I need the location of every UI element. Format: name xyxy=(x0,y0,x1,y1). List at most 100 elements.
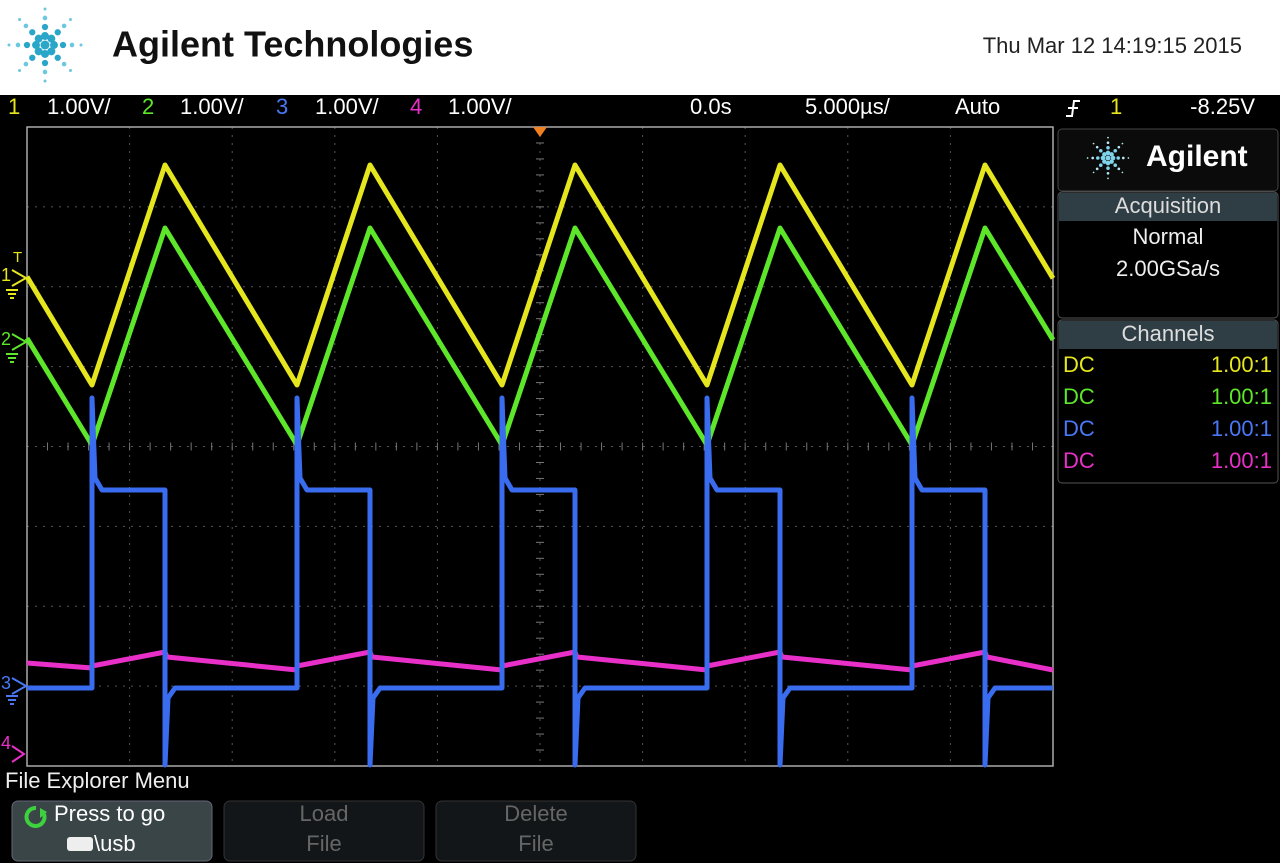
menu-button[interactable] xyxy=(435,800,637,862)
trigger-source: 1 xyxy=(1110,94,1122,119)
logo-dot xyxy=(1105,155,1111,161)
logo-dot xyxy=(1106,166,1110,170)
menu-button[interactable] xyxy=(223,800,425,862)
logo-dot xyxy=(1113,149,1117,153)
button-text: File xyxy=(518,831,553,856)
logo-dot xyxy=(23,61,29,67)
channel-number: 2 xyxy=(142,94,154,119)
logo-dot xyxy=(1086,157,1089,159)
coupling: DC xyxy=(1063,448,1095,473)
channel-marker: 2 xyxy=(1,329,11,349)
probe-ratio: 1.00:1 xyxy=(1211,416,1272,441)
button-text: Load xyxy=(300,801,349,826)
logo-dot xyxy=(1095,145,1099,149)
logo-dot xyxy=(1109,152,1114,157)
logo-icon xyxy=(7,7,83,83)
logo-dot xyxy=(34,47,43,56)
logo-dot xyxy=(43,79,47,83)
channel-number: 1 xyxy=(8,94,20,119)
waveforms xyxy=(24,162,1056,768)
ground-symbol xyxy=(11,745,26,763)
logo-dot xyxy=(40,40,50,50)
header-bg xyxy=(0,0,1280,95)
logo-dot xyxy=(32,41,40,49)
logo-dot xyxy=(47,47,56,56)
logo-dot xyxy=(1106,141,1110,145)
channel-scale: 1.00V/ xyxy=(47,94,111,119)
time-scale: 5.000µs/ xyxy=(805,94,891,119)
graticule xyxy=(26,126,1054,766)
logo-dot xyxy=(68,68,72,72)
button-text: \usb xyxy=(94,831,136,856)
logo-dot xyxy=(23,41,31,49)
trace-ch4 xyxy=(26,649,1054,673)
button-text: File xyxy=(306,831,341,856)
logo-dot xyxy=(23,23,29,29)
logo-dot xyxy=(68,18,72,22)
logo-dot xyxy=(15,42,21,48)
probe-ratio: 1.00:1 xyxy=(1211,384,1272,409)
trace-ch1 xyxy=(24,162,1056,388)
channel-scale: 1.00V/ xyxy=(315,94,379,119)
sample-rate: 2.00GSa/s xyxy=(1116,256,1220,281)
logo-dot xyxy=(61,23,67,29)
button-text: Delete xyxy=(504,801,568,826)
logo-dot xyxy=(1102,152,1107,157)
logo-dot xyxy=(42,69,48,75)
logo-dot xyxy=(1106,146,1110,150)
logo-dot xyxy=(7,43,11,47)
logo-dot xyxy=(54,54,61,61)
logo-dot xyxy=(1117,145,1121,149)
trigger-edge-icon xyxy=(1066,100,1080,117)
trigger-mode: Auto xyxy=(955,94,1000,119)
logo-dot xyxy=(1096,156,1100,160)
logo-dot xyxy=(1121,156,1125,160)
channel-rows: DC 1.00:1 DC 1.00:1 DC 1.00:1 DC 1.00:1 xyxy=(1063,352,1272,473)
panel-logo: Agilent xyxy=(1146,140,1248,173)
logo-dot xyxy=(42,15,48,21)
logo-dot xyxy=(1121,142,1124,145)
channels-header xyxy=(1059,321,1277,349)
logo-dot xyxy=(18,18,22,22)
logo-dot xyxy=(59,41,67,49)
channel-marker: 4 xyxy=(1,733,11,753)
logo-dot xyxy=(1099,163,1103,167)
logo-dot xyxy=(41,50,49,58)
channel-marker: 3 xyxy=(1,673,11,693)
logo-box xyxy=(1057,128,1279,192)
logo-dot xyxy=(1091,156,1095,160)
logo-dot xyxy=(41,23,49,31)
trace-ch3 xyxy=(27,395,1053,768)
logo-dot xyxy=(34,34,43,43)
logo-dot xyxy=(1092,171,1095,174)
logo-dot xyxy=(1109,159,1114,164)
logo-dot xyxy=(1099,149,1103,153)
logo-dot xyxy=(69,42,75,48)
channel-scale: 1.00V/ xyxy=(448,94,512,119)
channel-number: 3 xyxy=(276,94,288,119)
logo-dot xyxy=(61,61,67,67)
channels-title: Channels xyxy=(1122,321,1215,346)
logo-dot xyxy=(1113,163,1117,167)
menu-title: File Explorer Menu xyxy=(5,768,190,793)
logo-dot xyxy=(41,59,49,67)
datetime: Thu Mar 12 14:19:15 2015 xyxy=(983,33,1242,58)
logo-dot xyxy=(50,41,58,49)
channel-marker: 1 xyxy=(1,265,11,285)
coupling: DC xyxy=(1063,384,1095,409)
channels-box xyxy=(1057,319,1279,484)
ground-symbol xyxy=(6,333,29,363)
logo-dot xyxy=(1106,171,1110,175)
button-text: Press to go xyxy=(54,801,165,826)
logo-dot xyxy=(1117,167,1121,171)
trace-ch2 xyxy=(24,225,1056,448)
logo-icon xyxy=(1086,136,1130,180)
logo-dot xyxy=(1092,142,1095,145)
channel-scale: 1.00V/ xyxy=(180,94,244,119)
logo-dot xyxy=(29,54,36,61)
logo-dot xyxy=(1100,155,1106,161)
menu-button[interactable] xyxy=(11,800,213,862)
logo-dot xyxy=(1105,160,1111,166)
logo-dot xyxy=(41,32,49,40)
